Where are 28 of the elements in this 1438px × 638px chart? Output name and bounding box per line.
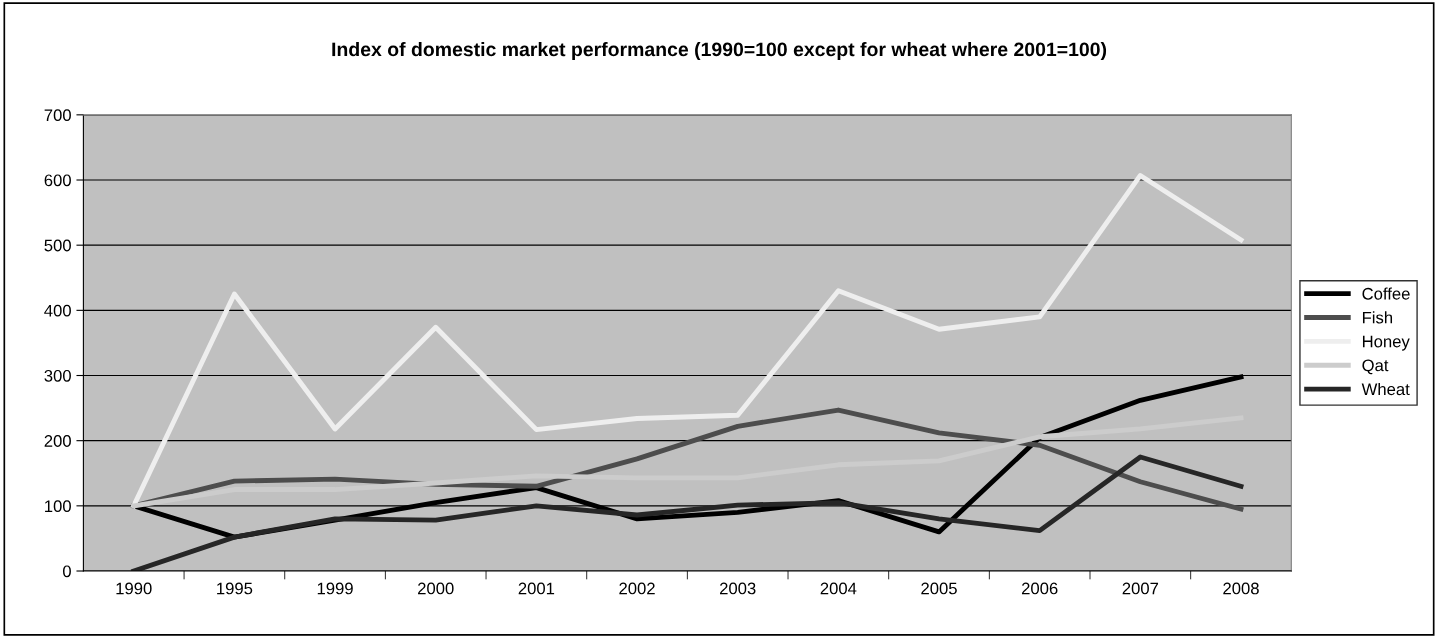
line-series: [131, 454, 1244, 572]
x-tick-label: 2007: [1122, 582, 1159, 595]
y-tick-label: 100: [45, 500, 71, 513]
chart-title: Index of domestic market performance (1990=100 except for wheat where 2001=100): [332, 41, 1107, 61]
line-series: [131, 173, 1244, 509]
x-tick-label: 2004: [820, 582, 857, 595]
x-tick-label: 1990: [116, 582, 152, 595]
legend-label: Honey: [1362, 335, 1410, 351]
legend-label: Wheat: [1361, 382, 1410, 396]
y-tick-label: 200: [44, 435, 71, 447]
y-tick-label: 600: [44, 174, 71, 187]
legend-label: Fish: [1362, 311, 1393, 324]
x-tick-label: 2000: [418, 582, 454, 595]
x-tick-label: 1995: [217, 582, 253, 595]
x-tick-label: 1999: [317, 582, 353, 595]
x-tick-label: 2001: [518, 582, 555, 595]
x-tick-label: 2005: [921, 582, 957, 595]
y-tick-label: 500: [44, 239, 71, 252]
x-tick-label: 2003: [720, 582, 756, 595]
legend-label: Qat: [1362, 359, 1389, 375]
legend-label: Coffee: [1362, 287, 1410, 300]
y-tick-label: 700: [44, 109, 71, 122]
x-tick-label: 2008: [1223, 582, 1259, 595]
x-tick-label: 2006: [1021, 582, 1058, 595]
y-tick-label: 0: [62, 565, 71, 578]
y-tick-label: 400: [44, 304, 71, 317]
x-tick-label: 2002: [619, 582, 655, 595]
y-tick-label: 300: [44, 369, 71, 382]
